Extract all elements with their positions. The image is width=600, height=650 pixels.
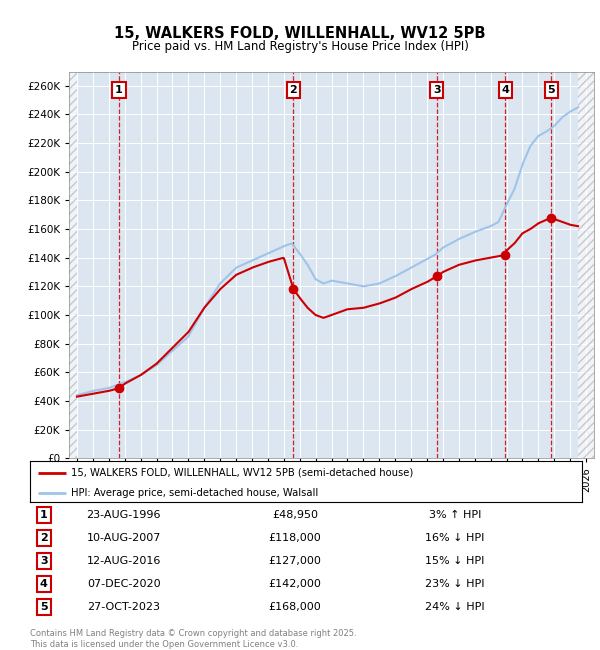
Text: HPI: Average price, semi-detached house, Walsall: HPI: Average price, semi-detached house,… [71, 488, 319, 498]
Text: 12-AUG-2016: 12-AUG-2016 [86, 556, 161, 566]
Text: 27-OCT-2023: 27-OCT-2023 [88, 603, 160, 612]
Text: Price paid vs. HM Land Registry's House Price Index (HPI): Price paid vs. HM Land Registry's House … [131, 40, 469, 53]
Text: 15, WALKERS FOLD, WILLENHALL, WV12 5PB: 15, WALKERS FOLD, WILLENHALL, WV12 5PB [114, 26, 486, 41]
Text: £142,000: £142,000 [269, 579, 322, 589]
Text: 5: 5 [548, 85, 555, 95]
Text: 07-DEC-2020: 07-DEC-2020 [87, 579, 161, 589]
Text: 23-AUG-1996: 23-AUG-1996 [86, 510, 161, 519]
Text: 5: 5 [40, 603, 47, 612]
Text: £118,000: £118,000 [269, 533, 322, 543]
Bar [578, 72, 594, 458]
Text: Contains HM Land Registry data © Crown copyright and database right 2025.
This d: Contains HM Land Registry data © Crown c… [30, 629, 356, 649]
Text: 1: 1 [40, 510, 47, 519]
Text: 15% ↓ HPI: 15% ↓ HPI [425, 556, 485, 566]
Text: 4: 4 [40, 579, 48, 589]
Text: 2: 2 [40, 533, 47, 543]
Text: 24% ↓ HPI: 24% ↓ HPI [425, 603, 485, 612]
Text: 3: 3 [433, 85, 440, 95]
Text: 16% ↓ HPI: 16% ↓ HPI [425, 533, 485, 543]
Text: 1: 1 [115, 85, 123, 95]
Text: 10-AUG-2007: 10-AUG-2007 [86, 533, 161, 543]
Text: 3: 3 [40, 556, 47, 566]
Text: £168,000: £168,000 [269, 603, 322, 612]
Text: 23% ↓ HPI: 23% ↓ HPI [425, 579, 485, 589]
Text: 15, WALKERS FOLD, WILLENHALL, WV12 5PB (semi-detached house): 15, WALKERS FOLD, WILLENHALL, WV12 5PB (… [71, 468, 413, 478]
Text: £48,950: £48,950 [272, 510, 318, 519]
Text: 3% ↑ HPI: 3% ↑ HPI [429, 510, 481, 519]
Text: 4: 4 [502, 85, 509, 95]
Text: £127,000: £127,000 [269, 556, 322, 566]
Text: 2: 2 [290, 85, 298, 95]
Bar [69, 72, 77, 458]
